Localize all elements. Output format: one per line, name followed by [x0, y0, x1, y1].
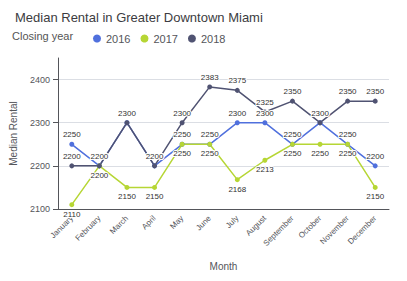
svg-text:Month: Month: [210, 261, 238, 272]
svg-text:2250: 2250: [339, 130, 357, 139]
svg-text:2300: 2300: [118, 109, 136, 118]
svg-text:2200: 2200: [90, 152, 108, 161]
svg-text:2110: 2110: [63, 210, 81, 219]
svg-text:April: April: [140, 214, 158, 232]
svg-text:November: November: [318, 213, 351, 247]
svg-text:2325: 2325: [256, 98, 274, 107]
svg-text:2350: 2350: [366, 87, 384, 96]
svg-text:2250: 2250: [173, 130, 191, 139]
svg-text:2200: 2200: [366, 152, 384, 161]
svg-text:February: February: [73, 213, 103, 243]
svg-text:2383: 2383: [201, 73, 219, 82]
svg-text:October: October: [297, 214, 324, 241]
svg-text:2200: 2200: [30, 161, 50, 171]
svg-text:2300: 2300: [118, 109, 136, 118]
svg-text:2018: 2018: [201, 33, 225, 45]
svg-text:2100: 2100: [30, 204, 50, 214]
svg-text:May: May: [168, 214, 185, 231]
svg-text:2300: 2300: [311, 109, 329, 118]
svg-text:Median Rental: Median Rental: [8, 101, 19, 165]
svg-text:2250: 2250: [201, 130, 219, 139]
svg-text:Closing year: Closing year: [12, 30, 73, 42]
svg-text:2250: 2250: [284, 130, 302, 139]
svg-text:2400: 2400: [30, 75, 50, 85]
svg-text:2350: 2350: [284, 87, 302, 96]
svg-text:2250: 2250: [173, 149, 191, 158]
svg-text:2250: 2250: [284, 149, 302, 158]
svg-text:2300: 2300: [173, 109, 191, 118]
svg-text:2350: 2350: [339, 87, 357, 96]
svg-text:2200: 2200: [90, 171, 108, 180]
svg-text:2250: 2250: [201, 149, 219, 158]
svg-text:2213: 2213: [256, 165, 274, 174]
svg-text:2016: 2016: [106, 33, 130, 45]
svg-text:2200: 2200: [146, 152, 164, 161]
svg-text:2250: 2250: [339, 149, 357, 158]
svg-text:July: July: [224, 214, 240, 230]
svg-text:2150: 2150: [366, 192, 384, 201]
svg-text:2150: 2150: [118, 192, 136, 201]
svg-text:2375: 2375: [228, 76, 246, 85]
svg-text:January: January: [48, 213, 75, 241]
svg-text:September: September: [262, 214, 296, 248]
svg-text:2200: 2200: [63, 152, 81, 161]
svg-text:2168: 2168: [228, 185, 246, 194]
svg-text:2300: 2300: [228, 109, 246, 118]
svg-text:2200: 2200: [146, 152, 164, 161]
svg-text:2250: 2250: [63, 130, 81, 139]
svg-text:March: March: [108, 214, 130, 236]
svg-text:2300: 2300: [256, 109, 274, 118]
svg-text:2250: 2250: [311, 149, 329, 158]
svg-text:December: December: [346, 214, 379, 247]
svg-text:2150: 2150: [146, 192, 164, 201]
svg-text:2300: 2300: [30, 118, 50, 128]
svg-text:Median Rental in Greater Downt: Median Rental in Greater Downtown Miami: [15, 10, 263, 25]
svg-text:June: June: [194, 213, 213, 232]
svg-text:2017: 2017: [153, 33, 177, 45]
svg-text:August: August: [244, 213, 268, 237]
svg-text:2200: 2200: [90, 152, 108, 161]
svg-text:2300: 2300: [311, 109, 329, 118]
